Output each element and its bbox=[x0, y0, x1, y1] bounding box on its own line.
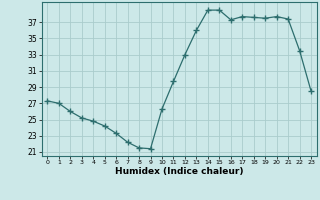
X-axis label: Humidex (Indice chaleur): Humidex (Indice chaleur) bbox=[115, 167, 244, 176]
